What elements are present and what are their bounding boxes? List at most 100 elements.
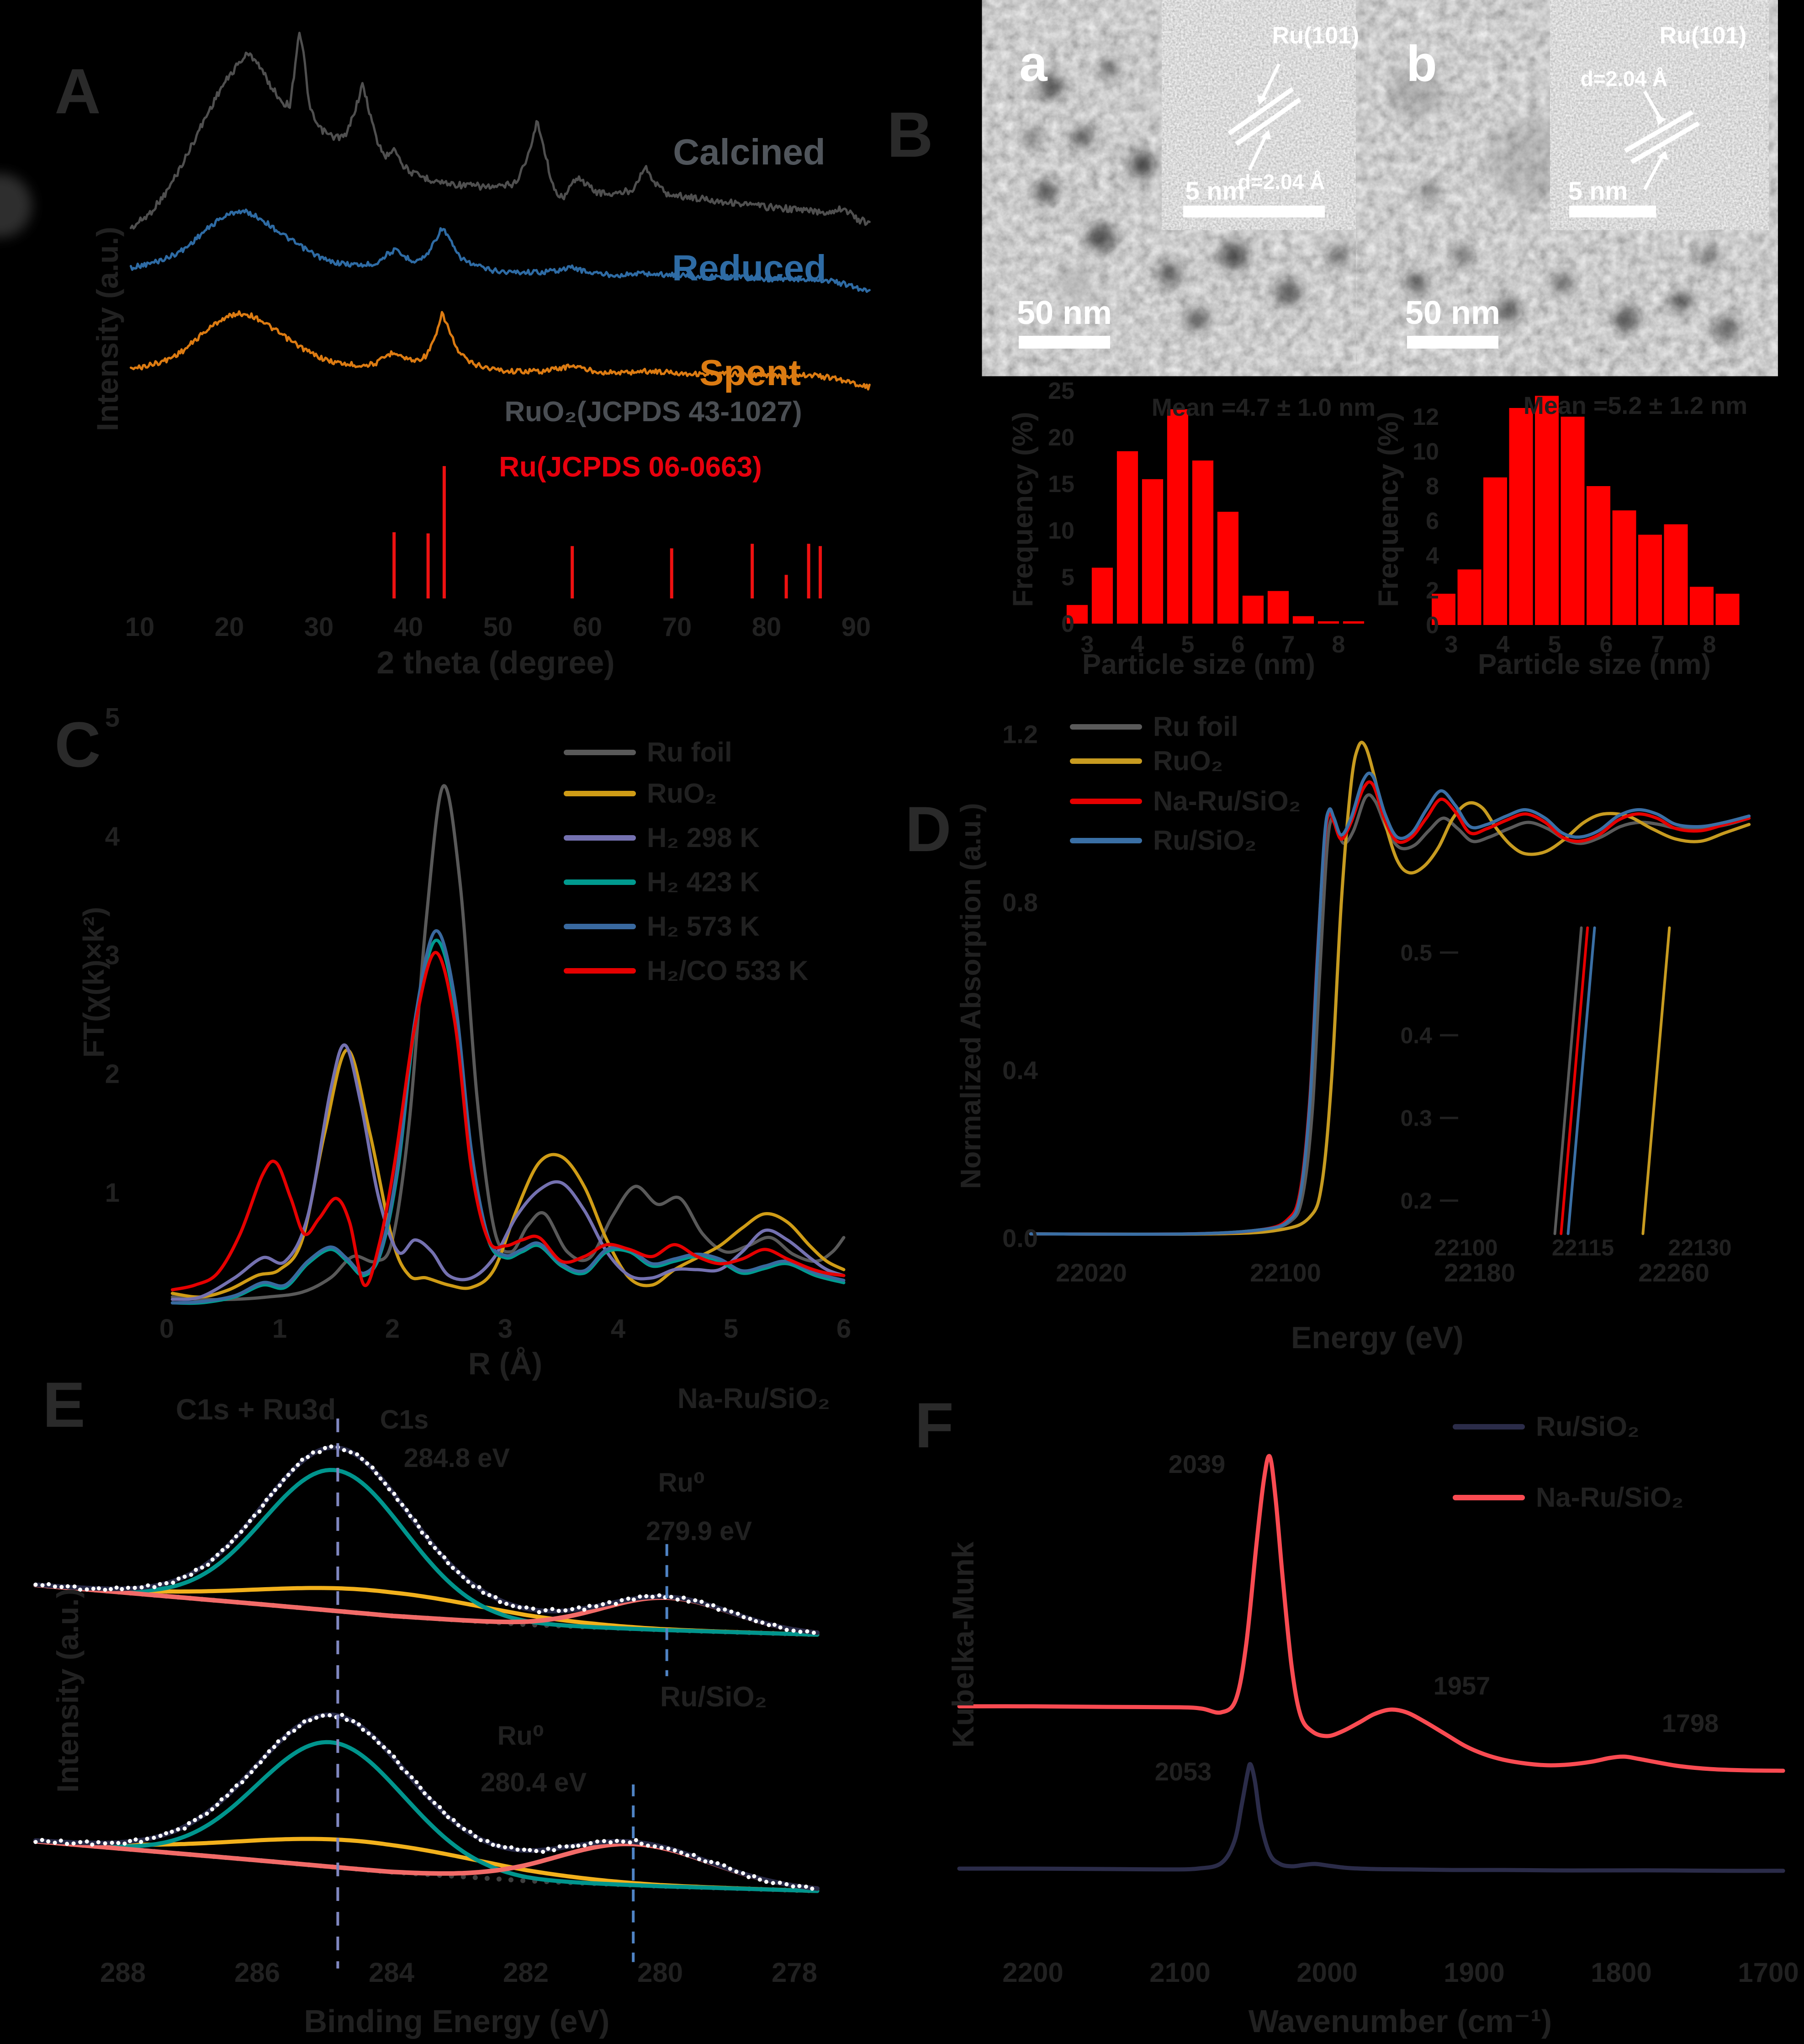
y-tick-label: 4 [1426,543,1439,569]
x-tick-label: 3 [1445,631,1458,658]
y-tick-label: 0.4 [1002,1056,1038,1085]
legend-swatch [1070,724,1142,730]
x-tick-label: 1700 [1738,1957,1799,1988]
y-tick-label: 0.0 [1002,1224,1038,1253]
x-tick-label: 5 [1181,631,1195,658]
drifts-peak-1957-label: 1957 [1433,1671,1491,1700]
hist-bar [1664,524,1688,625]
x-tick-label: 8 [1703,631,1716,658]
hist-bar [1192,461,1214,624]
xanes-ru-foil [1029,793,1751,1236]
tem-a-tag: a [1019,36,1047,92]
y-tick-label: 4 [105,821,120,851]
exafs-legend-item-ruo2: RuO₂ [564,778,717,809]
legend-label: Na-Ru/SiO₂ [1536,1482,1684,1513]
x-tick-label: 22100 [1434,1235,1497,1260]
hist-a-mean-label: Mean =4.7 ± 1.0 nm [1151,394,1376,421]
y-tick-label: 10 [1048,518,1074,544]
xps-top-sample-label: Na-Ru/SiO₂ [677,1383,831,1414]
hist-bar [1217,512,1239,624]
xps-c1s-label: C1s [380,1405,429,1435]
exafs-legend-item-h2-573: H₂ 573 K [564,911,760,942]
x-tick-label: 6 [1600,631,1613,658]
legend-swatch [1070,758,1142,764]
y-tick-label: 15 [1048,471,1074,498]
hist-bar [1066,605,1088,624]
x-tick-label: 60 [573,612,603,642]
hist-b-y-axis-label: Frequency (%) [1373,412,1404,607]
exafs-legend-item-h2-423: H₂ 423 K [564,866,760,898]
hist-bar [1561,417,1585,625]
y-tick-label: 10 [1413,439,1439,465]
y-tick-label: 2 [1426,577,1439,604]
tem-a-dspacing-label: d=2.04 Å [1238,170,1325,194]
hist-bar [1715,593,1740,625]
x-tick-label: 282 [503,1957,549,1988]
y-tick-label: 5 [1061,564,1074,591]
xps-x-axis-label: Binding Energy (eV) [304,2003,610,2039]
drifts-legend-item-na-ru-sio2: Na-Ru/SiO₂ [1453,1482,1683,1513]
y-tick-label: 0.2 [1400,1188,1432,1214]
hist-a-y-axis-label: Frequency (%) [1007,412,1039,607]
y-tick-label: 20 [1048,424,1074,451]
inset-ru-foil [1553,926,1583,1235]
x-tick-label: 3 [1081,631,1094,658]
inset-ru-sio2 [1566,926,1596,1235]
xanes-legend-item-ruo2: RuO₂ [1070,745,1223,777]
hist-bar [1432,593,1456,625]
hist-bar [1690,587,1714,625]
xrd-spent [129,310,871,391]
x-tick-label: 286 [234,1957,280,1988]
x-tick-label: 7 [1282,631,1295,658]
legend-swatch [564,968,636,974]
xrd-calcined-label: Calcined [673,132,825,172]
legend-swatch [1070,837,1142,843]
legend-label: RuO₂ [647,778,717,809]
drifts-y-axis-label: Kubelka-Munk [946,1541,980,1748]
xrd-calcined [129,32,871,230]
tem-image-b [0,7,1759,359]
xps-ru0-top-energy-label: 279.9 eV [645,1516,752,1546]
legend-label: Ru/SiO₂ [1153,825,1257,856]
hist-bar [1292,616,1314,624]
exafs-h2co-533 [170,951,846,1292]
xrd-ru-reference-label: Ru(JCPDS 06-0663) [499,451,762,483]
xps-top-data [33,1444,820,1635]
x-tick-label: 22020 [1056,1258,1127,1287]
tem-image-a [1000,7,1370,359]
y-tick-label: 0.5 [1400,940,1432,966]
legend-label: H₂ 573 K [647,911,760,942]
x-tick-label: 22260 [1638,1258,1709,1287]
drifts-peak-2039-label: 2039 [1168,1450,1226,1478]
tem-b-inset-scale-label: 5 nm [1568,176,1628,205]
y-tick-label: 1 [105,1178,120,1207]
xps-c1s-energy-label: 284.8 eV [403,1443,510,1473]
xrd-ruo2-reference-label: RuO₂(JCPDS 43-1027) [504,396,802,428]
ir-na-ru-sio2 [957,1454,1785,1773]
xanes-legend-item-na-ru-sio2: Na-Ru/SiO₂ [1070,785,1301,817]
legend-swatch [564,835,636,841]
x-tick-label: 288 [100,1957,146,1988]
x-tick-label: 1800 [1591,1957,1651,1988]
y-tick-label: 5 [105,703,120,732]
x-tick-label: 3 [498,1314,513,1344]
hist-bar [1167,409,1189,624]
x-tick-label: 6 [1232,631,1245,658]
hist-bar [1343,621,1365,624]
legend-label: Ru/SiO₂ [1536,1411,1640,1442]
panel-label-b: B [887,99,933,170]
scale-bar-b [1407,336,1498,349]
lattice-fringe-marker-b [1624,90,1700,191]
hist-bar [1638,535,1662,625]
x-tick-label: 20 [215,612,244,642]
xps-y-axis-label: Intensity (a.u.) [51,1588,85,1793]
x-tick-label: 22115 [1552,1235,1614,1260]
x-tick-label: 1900 [1444,1957,1504,1988]
panel-label-d: D [905,793,952,865]
legend-label: H₂ 298 K [647,822,760,853]
xrd-x-axis-label: 2 theta (degree) [376,645,615,680]
arrow-head-a-bottom [1261,130,1271,140]
legend-swatch [564,749,636,755]
legend-swatch [564,923,636,929]
y-tick-label: 0.3 [1400,1106,1432,1131]
